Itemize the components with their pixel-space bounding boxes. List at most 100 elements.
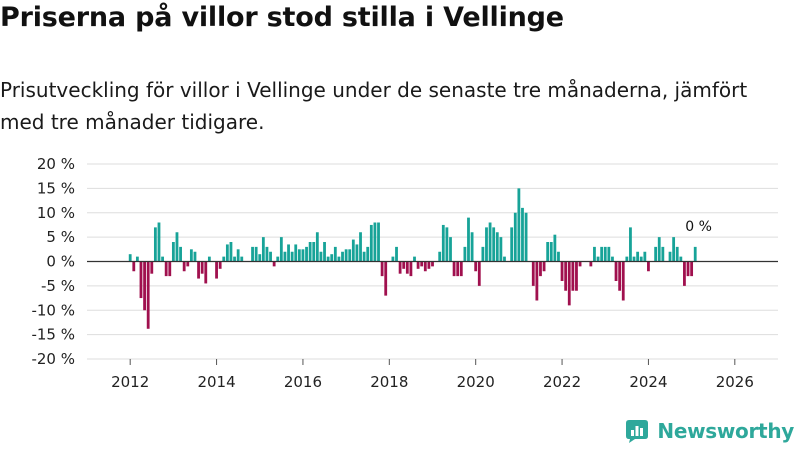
bar [236, 249, 240, 262]
bar [175, 232, 179, 262]
bar [546, 242, 550, 262]
bar [557, 251, 560, 262]
bar [200, 261, 204, 274]
last-value-label: 0 % [685, 219, 712, 235]
y-tick-label: 15 % [37, 179, 75, 197]
bar [456, 261, 460, 277]
bar [153, 227, 157, 262]
bar [362, 251, 366, 262]
bar [261, 237, 265, 262]
bar [611, 256, 614, 262]
bar [337, 256, 341, 262]
bar [283, 251, 287, 262]
bar [330, 254, 334, 262]
bar [312, 242, 316, 262]
bar [661, 246, 665, 262]
bar [567, 261, 571, 306]
bar [621, 261, 625, 301]
bar [510, 227, 514, 262]
bar [513, 212, 517, 262]
bar [207, 256, 211, 262]
bar [323, 242, 326, 262]
x-tick-label: 2014 [197, 373, 235, 391]
bar [308, 242, 312, 262]
bar [449, 237, 452, 262]
bar [578, 261, 582, 267]
bar [477, 261, 481, 286]
bar [575, 261, 578, 291]
bar [276, 256, 280, 262]
bar [287, 244, 290, 262]
bar [517, 188, 521, 262]
y-axis-ticks: 20 % 15 % 10 % 5 % 0 % -5 % -10 % -15 % -20 % [31, 155, 75, 368]
bar [600, 246, 604, 262]
bar [420, 261, 424, 267]
newsworthy-logo-icon [626, 420, 649, 443]
bar [639, 256, 643, 262]
y-tick-label: -15 % [31, 326, 75, 344]
bar [272, 261, 276, 267]
bar [589, 261, 593, 267]
bar [251, 246, 254, 262]
bar [654, 246, 658, 262]
bar [225, 244, 229, 262]
bar [672, 237, 676, 262]
bar [564, 261, 568, 291]
bar [179, 246, 182, 262]
chart-subtitle: Prisutveckling för villor i Vellinge und… [0, 78, 748, 134]
x-tick-label: 2018 [370, 373, 408, 391]
bar [409, 261, 413, 277]
bar [499, 237, 503, 262]
bar [618, 261, 622, 291]
bar [629, 227, 632, 262]
bar [301, 249, 305, 262]
bar [441, 224, 445, 262]
gridlines [87, 163, 778, 360]
bar [402, 261, 406, 269]
bar [452, 261, 456, 277]
bar [632, 256, 636, 262]
bar [384, 261, 388, 296]
bar [279, 237, 283, 262]
bar [215, 261, 218, 279]
bar [258, 254, 262, 262]
bar [132, 261, 136, 272]
bar [459, 261, 463, 277]
bar [405, 261, 409, 274]
bar [549, 242, 553, 262]
bar [413, 256, 416, 262]
x-tick-label: 2026 [716, 373, 754, 391]
bar [647, 261, 650, 272]
bar [679, 256, 683, 262]
bar [315, 232, 319, 262]
bar [333, 246, 337, 262]
bar [438, 251, 442, 262]
bar [135, 256, 139, 262]
bar [150, 261, 154, 274]
bar [481, 246, 485, 262]
x-tick-label: 2012 [111, 373, 149, 391]
bar [377, 222, 380, 262]
bar [193, 251, 197, 262]
bar [467, 217, 470, 262]
bar [128, 254, 132, 262]
bar [416, 261, 420, 269]
bar [593, 246, 596, 262]
bar [290, 251, 294, 262]
bar [398, 261, 402, 274]
bar [683, 261, 686, 286]
bar [495, 232, 499, 262]
bar [359, 232, 362, 262]
y-tick-label: -20 % [31, 350, 75, 368]
bar [240, 256, 244, 262]
chart-title: Priserna på villor stod stilla i Velling… [0, 2, 564, 33]
bar [693, 246, 697, 262]
bar [182, 261, 186, 272]
bar [351, 239, 355, 262]
bar [657, 237, 661, 262]
bar [171, 242, 175, 262]
bar [218, 261, 222, 269]
bar [197, 261, 200, 279]
bar [485, 227, 488, 262]
